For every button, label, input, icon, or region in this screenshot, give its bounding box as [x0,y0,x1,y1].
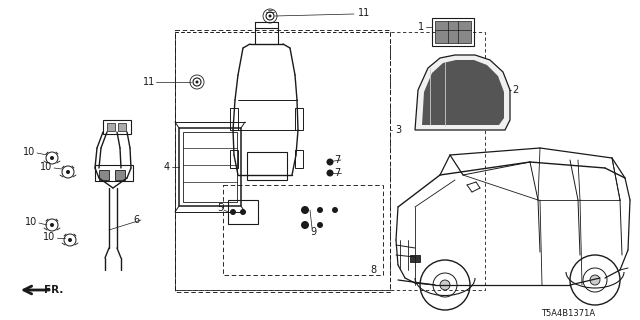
Text: 10: 10 [43,232,55,242]
Polygon shape [415,55,510,130]
Text: 4: 4 [164,162,170,172]
Bar [295,108,303,130]
Circle shape [240,209,246,215]
Bar [223,185,383,275]
Text: 7: 7 [333,168,340,178]
Bar [115,170,125,180]
Bar [107,123,115,131]
Bar [175,30,390,292]
Bar [247,152,287,180]
Bar [175,32,390,290]
Polygon shape [422,60,504,125]
Circle shape [301,221,309,229]
Text: FR.: FR. [44,285,63,295]
Text: 7: 7 [333,155,340,165]
Bar [118,123,126,131]
Text: 1: 1 [418,22,424,32]
Text: 6: 6 [134,215,140,225]
Text: T5A4B1371A: T5A4B1371A [541,308,595,317]
Text: 10: 10 [23,147,35,157]
Bar [432,18,474,46]
Circle shape [332,207,338,213]
Circle shape [50,156,54,160]
Text: 10: 10 [40,162,52,172]
Text: 10: 10 [25,217,37,227]
Bar [435,21,471,43]
Circle shape [68,238,72,242]
Bar [99,170,109,180]
Circle shape [317,207,323,213]
Circle shape [326,170,333,177]
Bar [230,108,238,130]
Bar [230,150,238,168]
Text: 2: 2 [512,85,518,95]
Bar [228,200,258,224]
Text: 11: 11 [358,8,371,18]
Circle shape [66,170,70,174]
Circle shape [195,81,198,84]
Circle shape [440,280,450,290]
Text: 5: 5 [217,203,223,213]
Bar [295,150,303,168]
Bar [179,128,241,206]
Circle shape [326,158,333,165]
Circle shape [50,223,54,227]
Text: 9: 9 [310,227,316,237]
Circle shape [590,275,600,285]
Text: 11: 11 [143,77,155,87]
Circle shape [230,209,236,215]
Bar [410,255,420,262]
Circle shape [269,14,271,18]
Text: 8: 8 [370,265,376,275]
Text: 3: 3 [395,125,401,135]
Bar [175,32,485,290]
Bar [103,120,131,134]
Circle shape [301,206,309,214]
Bar [183,132,237,202]
Circle shape [317,222,323,228]
Bar [95,165,133,181]
